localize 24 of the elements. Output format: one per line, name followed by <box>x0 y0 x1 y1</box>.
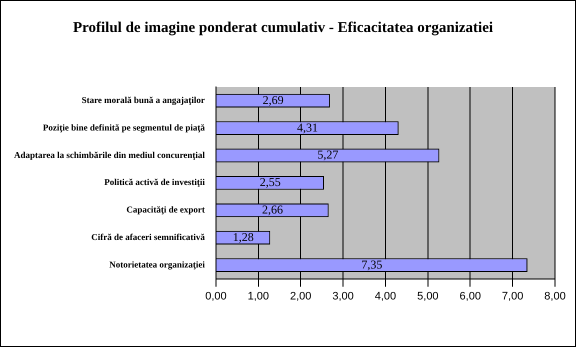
y-tick-label: Politică activă de investiţii <box>104 177 206 188</box>
x-tick-label: 8,00 <box>544 290 566 302</box>
data-label: 4,31 <box>297 120 318 134</box>
x-tick-label: 2,00 <box>290 290 312 302</box>
x-tick-label: 6,00 <box>460 290 481 302</box>
data-label: 1,28 <box>232 230 254 244</box>
y-tick-label: Stare morală bună a angajaţilor <box>82 95 205 106</box>
y-tick-label: Capacităţi de export <box>126 204 205 215</box>
data-label: 2,55 <box>260 175 281 190</box>
x-tick-label: 5,00 <box>417 290 439 302</box>
data-label: 7,35 <box>361 257 382 272</box>
y-tick-label: Adaptarea la schimbările din mediul concurenţial <box>14 150 206 160</box>
data-label: 2,66 <box>262 202 284 216</box>
y-tick-label: Notorietatea organizaţiei <box>109 259 206 270</box>
x-tick-label: 1,00 <box>248 290 270 302</box>
data-label: 2,69 <box>262 92 284 107</box>
x-tick-label: 0,00 <box>205 290 227 302</box>
chart-title: Profilul de imagine ponderat cumulativ - Eficacitatea organizatiei <box>72 20 494 36</box>
x-tick-label: 7,00 <box>502 290 524 302</box>
y-tick-label: Poziţie bine definită pe segmentul de piaţă <box>42 122 206 132</box>
data-label: 5,27 <box>317 148 338 162</box>
y-tick-label: Cifră de afaceri semnificativă <box>91 232 206 242</box>
x-tick-label: 4,00 <box>374 290 396 302</box>
x-tick-label: 3,00 <box>332 290 354 302</box>
